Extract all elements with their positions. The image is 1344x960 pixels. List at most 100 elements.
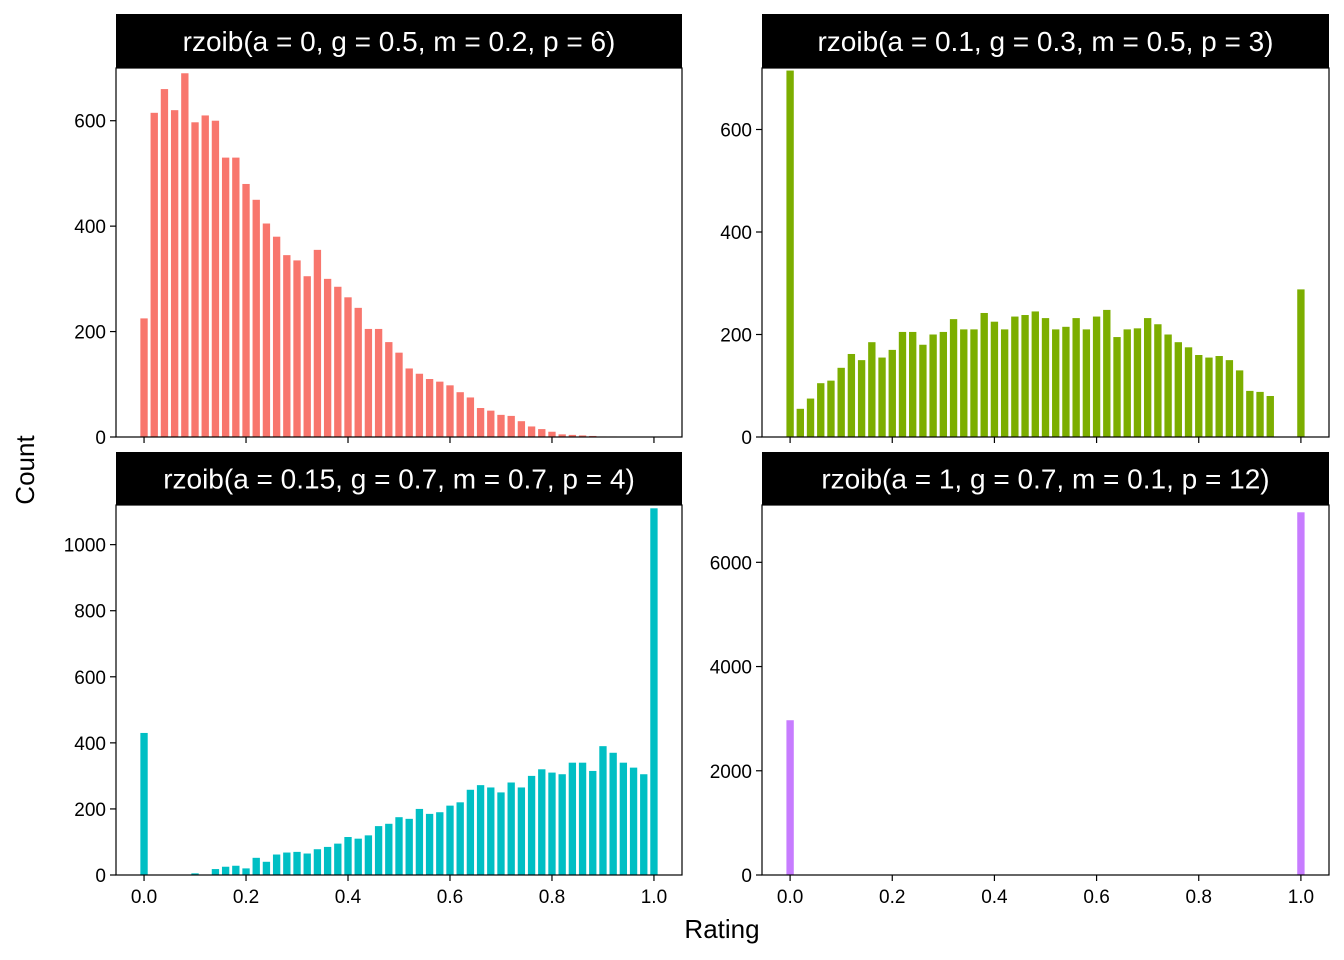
- histogram-bar: [980, 312, 988, 437]
- histogram-bar: [558, 774, 566, 875]
- histogram-bar: [1297, 289, 1305, 437]
- histogram-bar: [385, 823, 393, 875]
- histogram-bar: [425, 379, 434, 437]
- histogram-bar: [191, 122, 199, 438]
- facet-title: rzoib(a = 1, g = 0.7, m = 0.1, p = 12): [821, 464, 1269, 495]
- histogram-bar: [629, 767, 638, 875]
- histogram-bar: [405, 818, 413, 875]
- histogram-bar: [272, 236, 281, 437]
- x-tick-label: 0.8: [1186, 887, 1212, 908]
- histogram-bar: [191, 873, 199, 875]
- histogram-bar: [262, 223, 271, 437]
- histogram-bar: [578, 435, 587, 437]
- histogram-bar: [242, 868, 250, 875]
- histogram-bar: [293, 851, 301, 876]
- facet-title: rzoib(a = 0.1, g = 0.3, m = 0.5, p = 3): [817, 26, 1273, 57]
- histogram-bar: [1052, 329, 1060, 438]
- histogram-bar: [960, 329, 968, 438]
- facet-strip: [116, 452, 682, 505]
- facet-panel-4: rzoib(a = 1, g = 0.7, m = 0.1, p = 12) 0 2…: [710, 452, 1330, 908]
- histogram-bar: [364, 328, 373, 437]
- histogram-bar: [456, 802, 464, 875]
- histogram-bar: [650, 508, 658, 875]
- histogram-bar: [517, 787, 526, 875]
- panel-border: [115, 504, 683, 876]
- histogram-bar: [878, 357, 886, 437]
- histogram-bar: [1103, 309, 1111, 437]
- histogram-bar: [568, 434, 577, 437]
- histogram-bar: [303, 276, 311, 437]
- histogram-bar: [242, 183, 250, 437]
- histogram-bar: [221, 866, 230, 875]
- histogram-bar: [939, 331, 948, 437]
- panel-border: [115, 67, 683, 438]
- histogram-bar: [970, 329, 978, 438]
- histogram-bar: [211, 120, 220, 438]
- histogram-bar: [1205, 357, 1213, 437]
- histogram-bar: [609, 752, 617, 875]
- histogram-bar: [619, 762, 628, 875]
- histogram-bar: [415, 808, 424, 875]
- y-tick-label: 400: [74, 217, 106, 238]
- x-tick-label: 0.4: [981, 887, 1008, 908]
- histogram-bar: [1225, 360, 1234, 438]
- histogram-bar: [364, 835, 373, 875]
- histogram-bar: [507, 782, 515, 875]
- histogram-bar: [929, 334, 937, 437]
- x-tick-label: 1.0: [1288, 887, 1314, 908]
- y-tick-label: 200: [720, 326, 752, 347]
- histogram-bar: [990, 321, 999, 437]
- histogram-bar: [313, 249, 322, 437]
- histogram-bar: [548, 431, 556, 437]
- histogram-bar: [385, 342, 393, 437]
- y-tick-label: 4000: [710, 658, 752, 679]
- histogram-bar: [640, 774, 648, 875]
- y-tick-label: 600: [74, 112, 106, 133]
- histogram-bar: [589, 770, 597, 875]
- histogram-bar: [1256, 391, 1264, 437]
- histogram-bar: [1215, 356, 1223, 437]
- x-tick-label: 0.2: [233, 887, 259, 908]
- histogram-bar: [786, 70, 794, 437]
- histogram-bar: [1123, 329, 1131, 438]
- histogram-bar: [1174, 342, 1182, 437]
- facet-strip: [116, 14, 682, 68]
- panel-border: [761, 504, 1330, 876]
- histogram-bar: [323, 278, 332, 437]
- histogram-bar: [909, 331, 917, 437]
- y-tick-label: 800: [74, 602, 106, 623]
- x-tick-label: 0.0: [777, 887, 803, 908]
- histogram-bar: [538, 429, 546, 437]
- histogram-bar: [817, 383, 825, 437]
- histogram-bar: [446, 385, 454, 437]
- histogram-bar: [170, 110, 179, 438]
- histogram-bar: [1072, 318, 1080, 437]
- histogram-bar: [578, 762, 587, 875]
- histogram-bar: [558, 434, 566, 437]
- histogram-bar: [837, 367, 845, 437]
- y-tick-label: 0: [95, 428, 106, 449]
- histogram-bar: [1143, 318, 1152, 437]
- histogram-bar: [140, 318, 148, 437]
- histogram-bar: [857, 360, 866, 438]
- histogram-bar: [538, 769, 546, 875]
- histogram-bar: [334, 843, 342, 875]
- y-tick-label: 600: [720, 121, 752, 142]
- histogram-bar: [436, 812, 444, 875]
- histogram-bar: [456, 392, 464, 437]
- x-tick-label: 0.2: [879, 887, 905, 908]
- histogram-bar: [599, 746, 607, 875]
- histogram-bar: [1082, 329, 1091, 438]
- histogram-bar: [140, 732, 148, 875]
- histogram-bar: [497, 414, 505, 437]
- histogram-bar: [827, 380, 835, 438]
- facet-strip: [762, 14, 1329, 68]
- histogram-bar: [466, 397, 475, 437]
- histogram-bar: [487, 410, 495, 437]
- facet-strip: [762, 452, 1329, 505]
- histogram-bar: [446, 805, 454, 876]
- histogram-bar: [1031, 311, 1039, 437]
- x-axis-title: Rating: [684, 914, 759, 944]
- y-tick-label: 1000: [64, 536, 106, 557]
- histogram-bar: [252, 857, 260, 875]
